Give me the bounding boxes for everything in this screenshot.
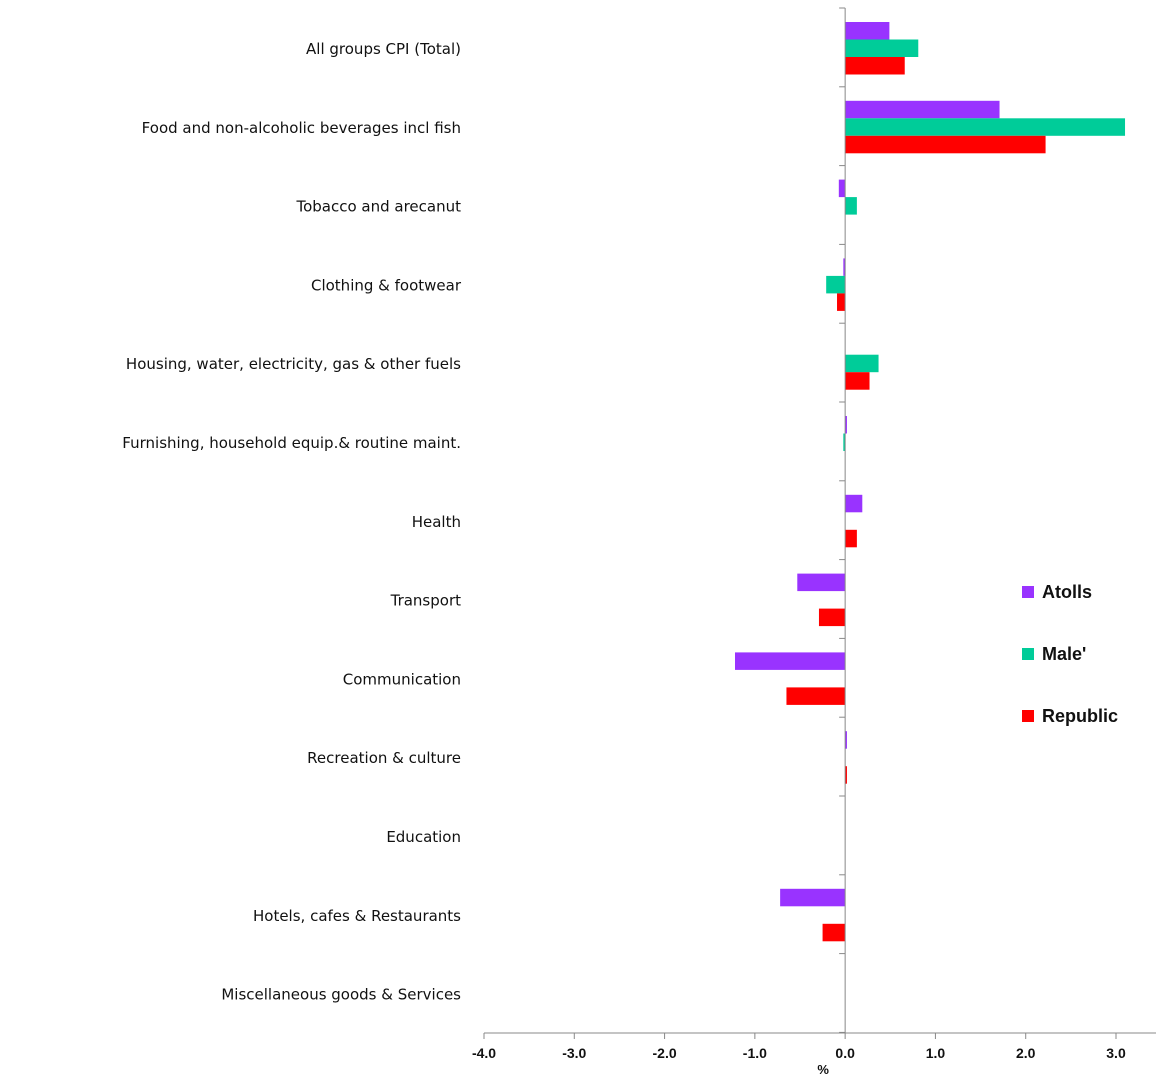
bar-republic-transport xyxy=(818,608,846,627)
bar-male-clothing-footwear xyxy=(826,275,846,294)
legend-swatch-atolls xyxy=(1022,586,1034,598)
bar-republic-health xyxy=(845,529,857,548)
category-labels: All groups CPI (Total) Food and non-alcoh… xyxy=(122,40,462,1004)
bar-atolls-recreation-culture xyxy=(845,731,847,749)
x-tick-label: -4.0 xyxy=(472,1045,496,1061)
y-axis-ticks xyxy=(839,7,846,1033)
axes-group xyxy=(484,8,1156,1034)
x-tick-label: -2.0 xyxy=(653,1045,677,1061)
legend-label-atolls: Atolls xyxy=(1042,582,1092,602)
bar-atolls-hotels-cafes-restaurants xyxy=(780,888,846,907)
bar-atolls-tobacco-and-arecanut xyxy=(838,179,846,198)
x-tick-label: 0.0 xyxy=(835,1045,855,1061)
x-axis-ticks: -4.0 -3.0 -2.0 -1.0 0.0 1.0 2.0 3.0 xyxy=(472,1033,1126,1061)
category-label-miscellaneous-goods-services: Miscellaneous goods & Services xyxy=(221,986,461,1004)
category-label-food-and-non-alcoholic-beverages-incl-fish: Food and non-alcoholic beverages incl fi… xyxy=(142,119,461,137)
bar-male-food-and-non-alcoholic-beverages-incl-fish xyxy=(845,118,1126,136)
category-label-recreation-culture: Recreation & culture xyxy=(307,749,461,767)
bar-republic-clothing-footwear xyxy=(837,293,846,311)
x-tick-label: 2.0 xyxy=(1016,1045,1036,1061)
category-label-hotels-cafes-restaurants: Hotels, cafes & Restaurants xyxy=(253,907,461,925)
legend-swatch-republic xyxy=(1022,710,1034,722)
bar-atolls-clothing-footwear xyxy=(843,258,846,276)
category-label-all-groups-cpi-total: All groups CPI (Total) xyxy=(306,40,461,58)
bar-atolls-health xyxy=(845,494,863,513)
x-tick-label: 1.0 xyxy=(926,1045,946,1061)
category-label-tobacco-and-arecanut: Tobacco and arecanut xyxy=(295,198,461,216)
bar-atolls-furnishing-household-equip-routine-maint xyxy=(845,416,847,434)
bar-male-furnishing-household-equip-routine-maint xyxy=(843,433,846,451)
x-tick-label: -1.0 xyxy=(743,1045,767,1061)
bar-atolls-food-and-non-alcoholic-beverages-incl-fish xyxy=(845,100,1000,119)
category-label-clothing-footwear: Clothing & footwear xyxy=(311,276,462,294)
category-label-education: Education xyxy=(386,828,461,846)
bar-republic-all-groups-cpi-total xyxy=(845,57,905,75)
bar-atolls-all-groups-cpi-total xyxy=(845,22,890,40)
legend: Atolls Male' Republic xyxy=(1022,582,1118,726)
bar-male-all-groups-cpi-total xyxy=(845,39,919,57)
bar-republic-food-and-non-alcoholic-beverages-incl-fish xyxy=(845,135,1046,154)
legend-label-male: Male' xyxy=(1042,644,1086,664)
category-label-communication: Communication xyxy=(343,670,461,688)
x-tick-label: -3.0 xyxy=(562,1045,586,1061)
x-tick-label: 3.0 xyxy=(1106,1045,1126,1061)
category-label-health: Health xyxy=(412,513,461,531)
category-label-transport: Transport xyxy=(390,592,462,610)
legend-swatch-male xyxy=(1022,648,1034,660)
legend-label-republic: Republic xyxy=(1042,706,1118,726)
bar-republic-hotels-cafes-restaurants xyxy=(822,923,846,942)
category-label-furnishing-household-equip-routine-maint: Furnishing, household equip.& routine ma… xyxy=(122,434,461,452)
bar-male-housing-water-electricity-gas-other-fuels xyxy=(845,354,879,373)
bar-male-tobacco-and-arecanut xyxy=(845,197,857,215)
bar-republic-communication xyxy=(786,687,846,705)
bar-atolls-communication xyxy=(734,652,846,670)
bar-atolls-transport xyxy=(797,573,846,592)
category-label-housing-water-electricity-gas-other-fuels: Housing, water, electricity, gas & other… xyxy=(126,355,461,373)
bar-republic-recreation-culture xyxy=(845,766,847,784)
bars-group xyxy=(734,22,1126,942)
bar-republic-housing-water-electricity-gas-other-fuels xyxy=(845,372,870,390)
x-axis-title: % xyxy=(817,1062,829,1076)
